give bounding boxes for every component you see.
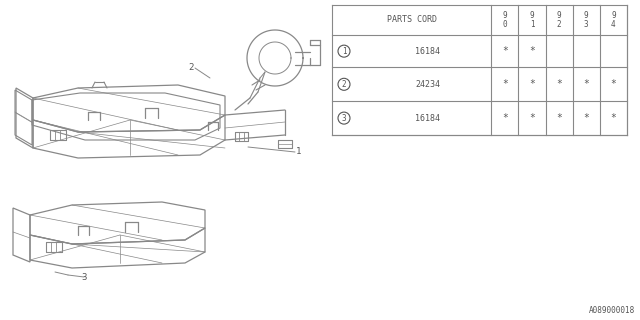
Text: *: *	[556, 79, 562, 89]
Text: 2: 2	[342, 80, 346, 89]
Text: 9
4: 9 4	[611, 11, 616, 29]
Text: *: *	[502, 113, 508, 123]
Text: *: *	[502, 46, 508, 56]
Text: A089000018: A089000018	[589, 306, 635, 315]
Text: 9
1: 9 1	[530, 11, 534, 29]
Text: *: *	[556, 113, 562, 123]
Text: 2: 2	[188, 62, 194, 71]
Text: 1: 1	[342, 47, 346, 56]
Text: *: *	[529, 46, 535, 56]
Text: *: *	[583, 113, 589, 123]
Text: *: *	[583, 79, 589, 89]
Text: *: *	[529, 113, 535, 123]
Text: 9
0: 9 0	[502, 11, 507, 29]
Text: 16184: 16184	[415, 114, 440, 123]
Text: 24234: 24234	[415, 80, 440, 89]
Text: 9
2: 9 2	[557, 11, 561, 29]
Text: 9
3: 9 3	[584, 11, 589, 29]
Text: 16184: 16184	[415, 47, 440, 56]
Text: *: *	[611, 113, 616, 123]
Text: PARTS CORD: PARTS CORD	[387, 15, 436, 24]
Text: *: *	[611, 79, 616, 89]
Text: *: *	[529, 79, 535, 89]
Text: *: *	[502, 79, 508, 89]
Text: 3: 3	[342, 114, 346, 123]
Text: 3: 3	[81, 274, 86, 283]
Text: 1: 1	[296, 148, 301, 156]
